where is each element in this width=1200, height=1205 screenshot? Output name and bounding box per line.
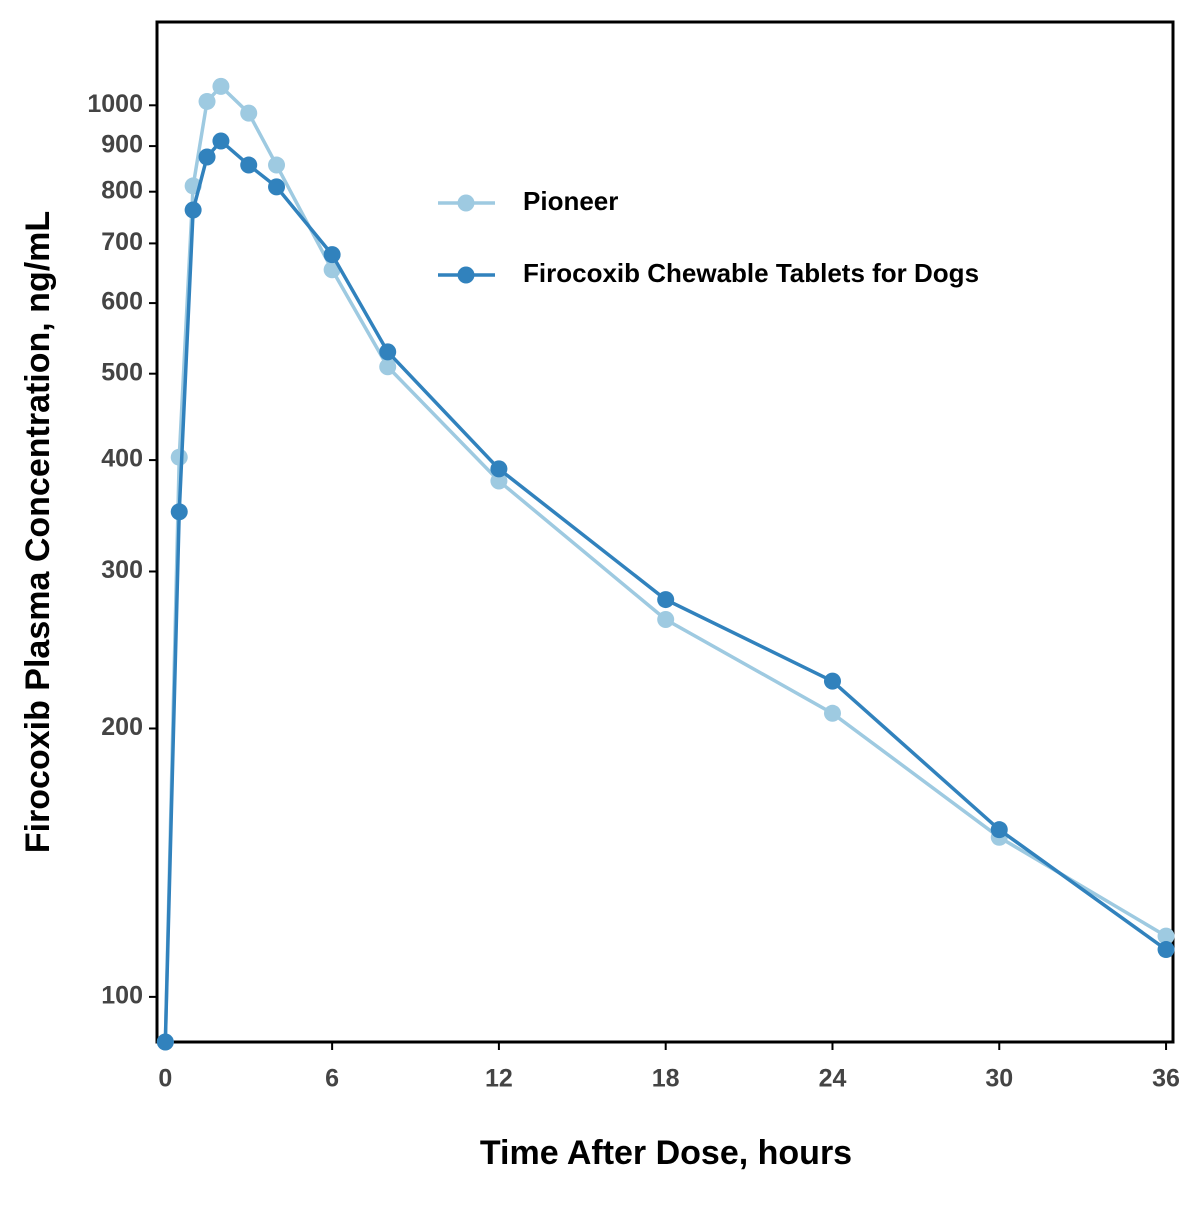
x-tick-label: 36 [1152, 1065, 1180, 1093]
data-point [170, 448, 188, 466]
x-axis-label: Time After Dose, hours [480, 1134, 852, 1172]
y-tick-label: 900 [101, 131, 143, 159]
x-tick-label: 18 [652, 1065, 680, 1093]
data-point [212, 132, 230, 150]
data-point [823, 672, 841, 690]
data-point [323, 246, 341, 264]
data-point [240, 156, 258, 174]
y-tick-label: 800 [101, 176, 143, 204]
data-point [198, 148, 216, 166]
data-point [212, 77, 230, 95]
legend-marker [457, 194, 475, 212]
data-point [170, 503, 188, 521]
data-point [1157, 941, 1175, 959]
data-point [657, 591, 675, 609]
series-line [163, 138, 1168, 1043]
x-tick-label: 0 [158, 1065, 172, 1093]
y-axis-label: Firocoxib Plasma Concentration, ng/mL [19, 211, 57, 853]
y-tick-label: 500 [101, 358, 143, 386]
y-tick-label: 200 [101, 713, 143, 741]
data-point [184, 201, 202, 219]
data-point [240, 104, 258, 122]
plot-frame [155, 20, 1175, 1044]
series-line [163, 83, 1167, 1043]
data-point [268, 156, 286, 174]
x-tick-label: 6 [325, 1065, 339, 1093]
data-point [379, 358, 397, 376]
data-point [823, 704, 841, 722]
data-point [990, 821, 1008, 839]
y-tick-label: 1000 [87, 90, 143, 118]
data-point [1157, 927, 1175, 945]
data-point [156, 1033, 174, 1051]
legend-label: Firocoxib Chewable Tablets for Dogs [523, 258, 979, 288]
y-tick-label: 300 [101, 556, 143, 584]
data-point [490, 472, 508, 490]
y-tick-label: 400 [101, 445, 143, 473]
data-point [198, 92, 216, 110]
y-tick-label: 700 [101, 228, 143, 256]
data-point [379, 343, 397, 361]
data-point [268, 178, 286, 196]
y-tick-label: 600 [101, 288, 143, 316]
x-tick-label: 24 [819, 1065, 847, 1093]
x-tick-label: 30 [985, 1065, 1013, 1093]
y-tick-label: 100 [101, 981, 143, 1009]
data-point [657, 611, 675, 629]
legend-marker [457, 266, 475, 284]
legend-label: Pioneer [523, 186, 618, 216]
x-tick-label: 12 [485, 1065, 513, 1093]
data-point [490, 460, 508, 478]
